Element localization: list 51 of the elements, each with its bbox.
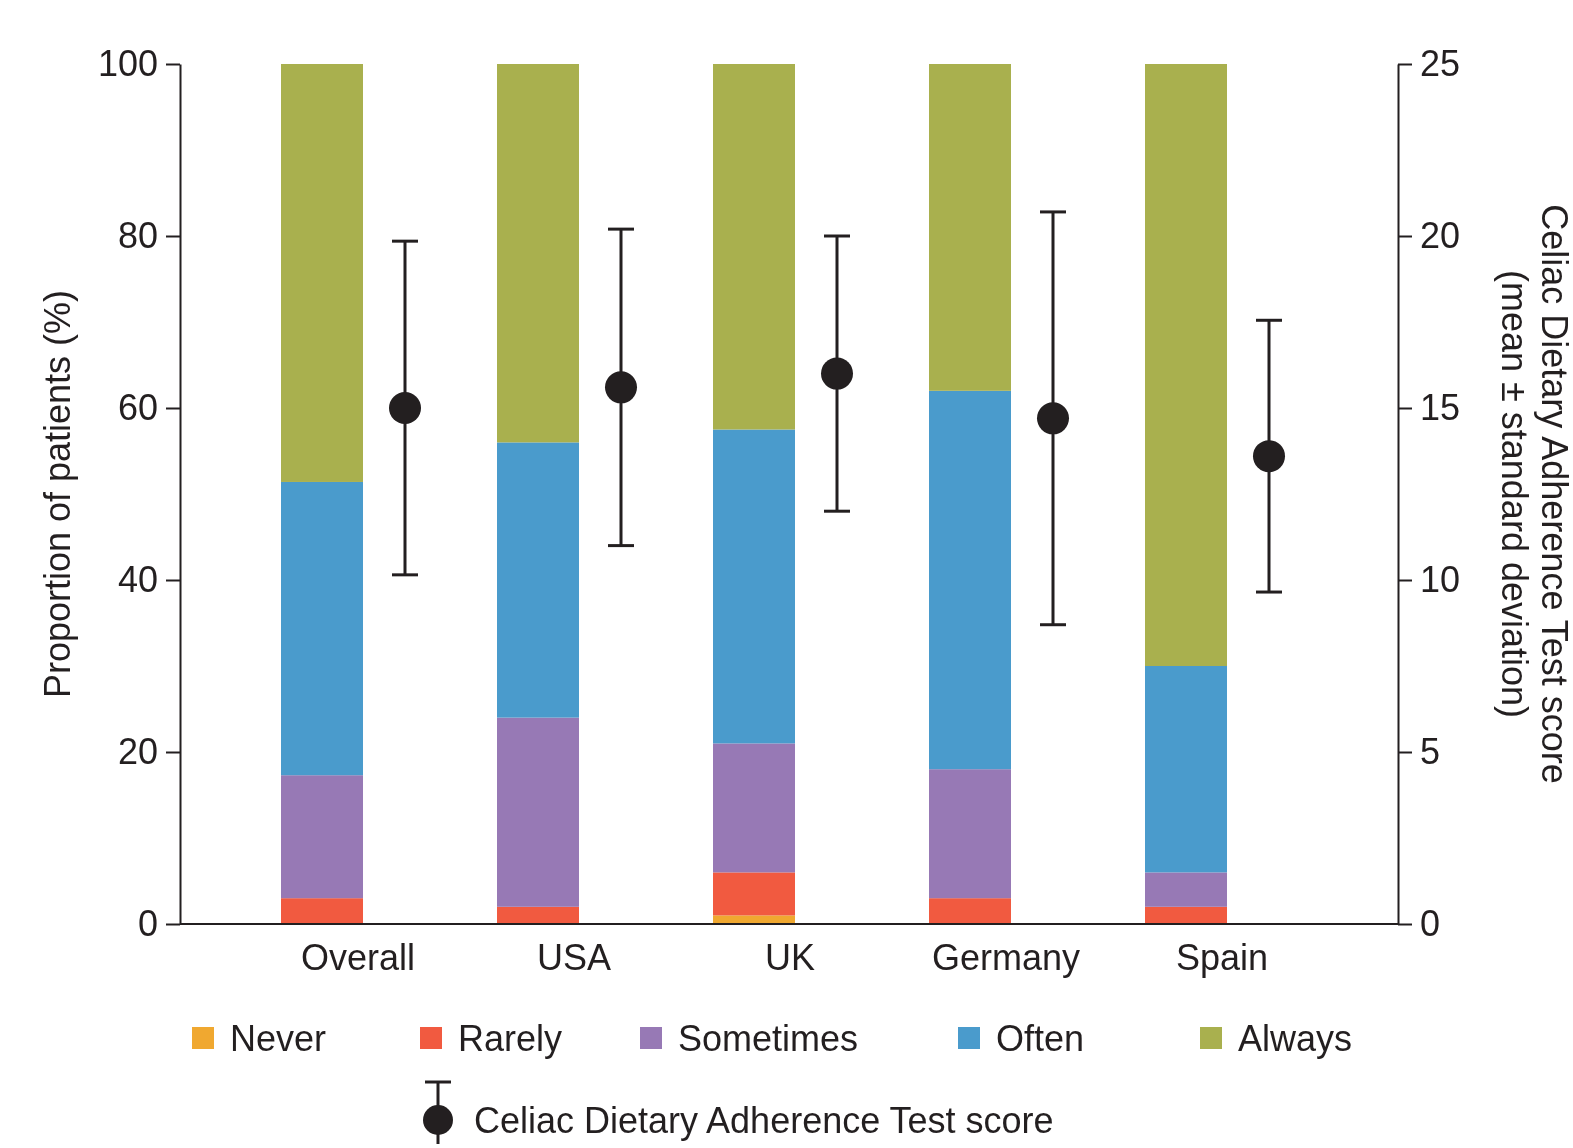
bar [1145,64,1227,666]
bar [713,429,795,744]
bar [929,390,1011,770]
bar [281,898,363,924]
y-tick-label: 20 [117,731,158,773]
bar [497,64,579,443]
x-tick-label: Spain [1175,936,1269,978]
bar [713,743,795,873]
point [389,392,421,424]
y-axis-title: Proportion of patients (%) [37,289,78,699]
y2-tick-label: 25 [1420,43,1461,85]
y-tick-label: 40 [117,559,158,601]
bar [929,898,1011,924]
y2-axis-title: Celiac Dietary Adherence Test score (mean ± standard deviation) [1494,204,1573,784]
legend-label: Rarely [458,1017,563,1059]
bar [713,64,795,430]
legend-label: Often [996,1017,1085,1059]
legend-label: Always [1238,1017,1353,1059]
legend-label: Celiac Dietary Adherence Test score [474,1099,1054,1141]
point [1037,402,1069,435]
bar [713,915,795,924]
bar [497,717,579,907]
point [605,371,637,404]
legend-label: Never [230,1017,327,1059]
bar [713,872,795,916]
y-tick-label: 0 [137,903,158,945]
bar [929,64,1011,391]
y2-tick-label: 0 [1420,903,1441,945]
bar [497,906,579,924]
y2-tick-label: 15 [1420,387,1461,429]
legend-label: Sometimes [678,1017,859,1059]
bar [281,775,363,899]
y2-tick-label: 5 [1420,731,1441,773]
x-tick-label: Overall [300,936,416,978]
y2-tick-label: 20 [1420,215,1461,257]
x-tick-label: UK [764,936,816,978]
y-tick-label: 100 [97,43,158,85]
bar [1145,906,1227,924]
y-tick-label: 60 [117,387,158,429]
bar [1145,872,1227,907]
point [1253,440,1285,473]
y2-tick-label: 10 [1420,559,1461,601]
x-tick-label: Germany [931,936,1081,978]
y-tick-label: 80 [117,215,158,257]
bar [497,442,579,718]
bar [281,64,363,482]
bar [929,769,1011,899]
bar [281,481,363,776]
point [821,357,853,390]
bar [1145,666,1227,873]
x-tick-label: USA [536,936,612,978]
